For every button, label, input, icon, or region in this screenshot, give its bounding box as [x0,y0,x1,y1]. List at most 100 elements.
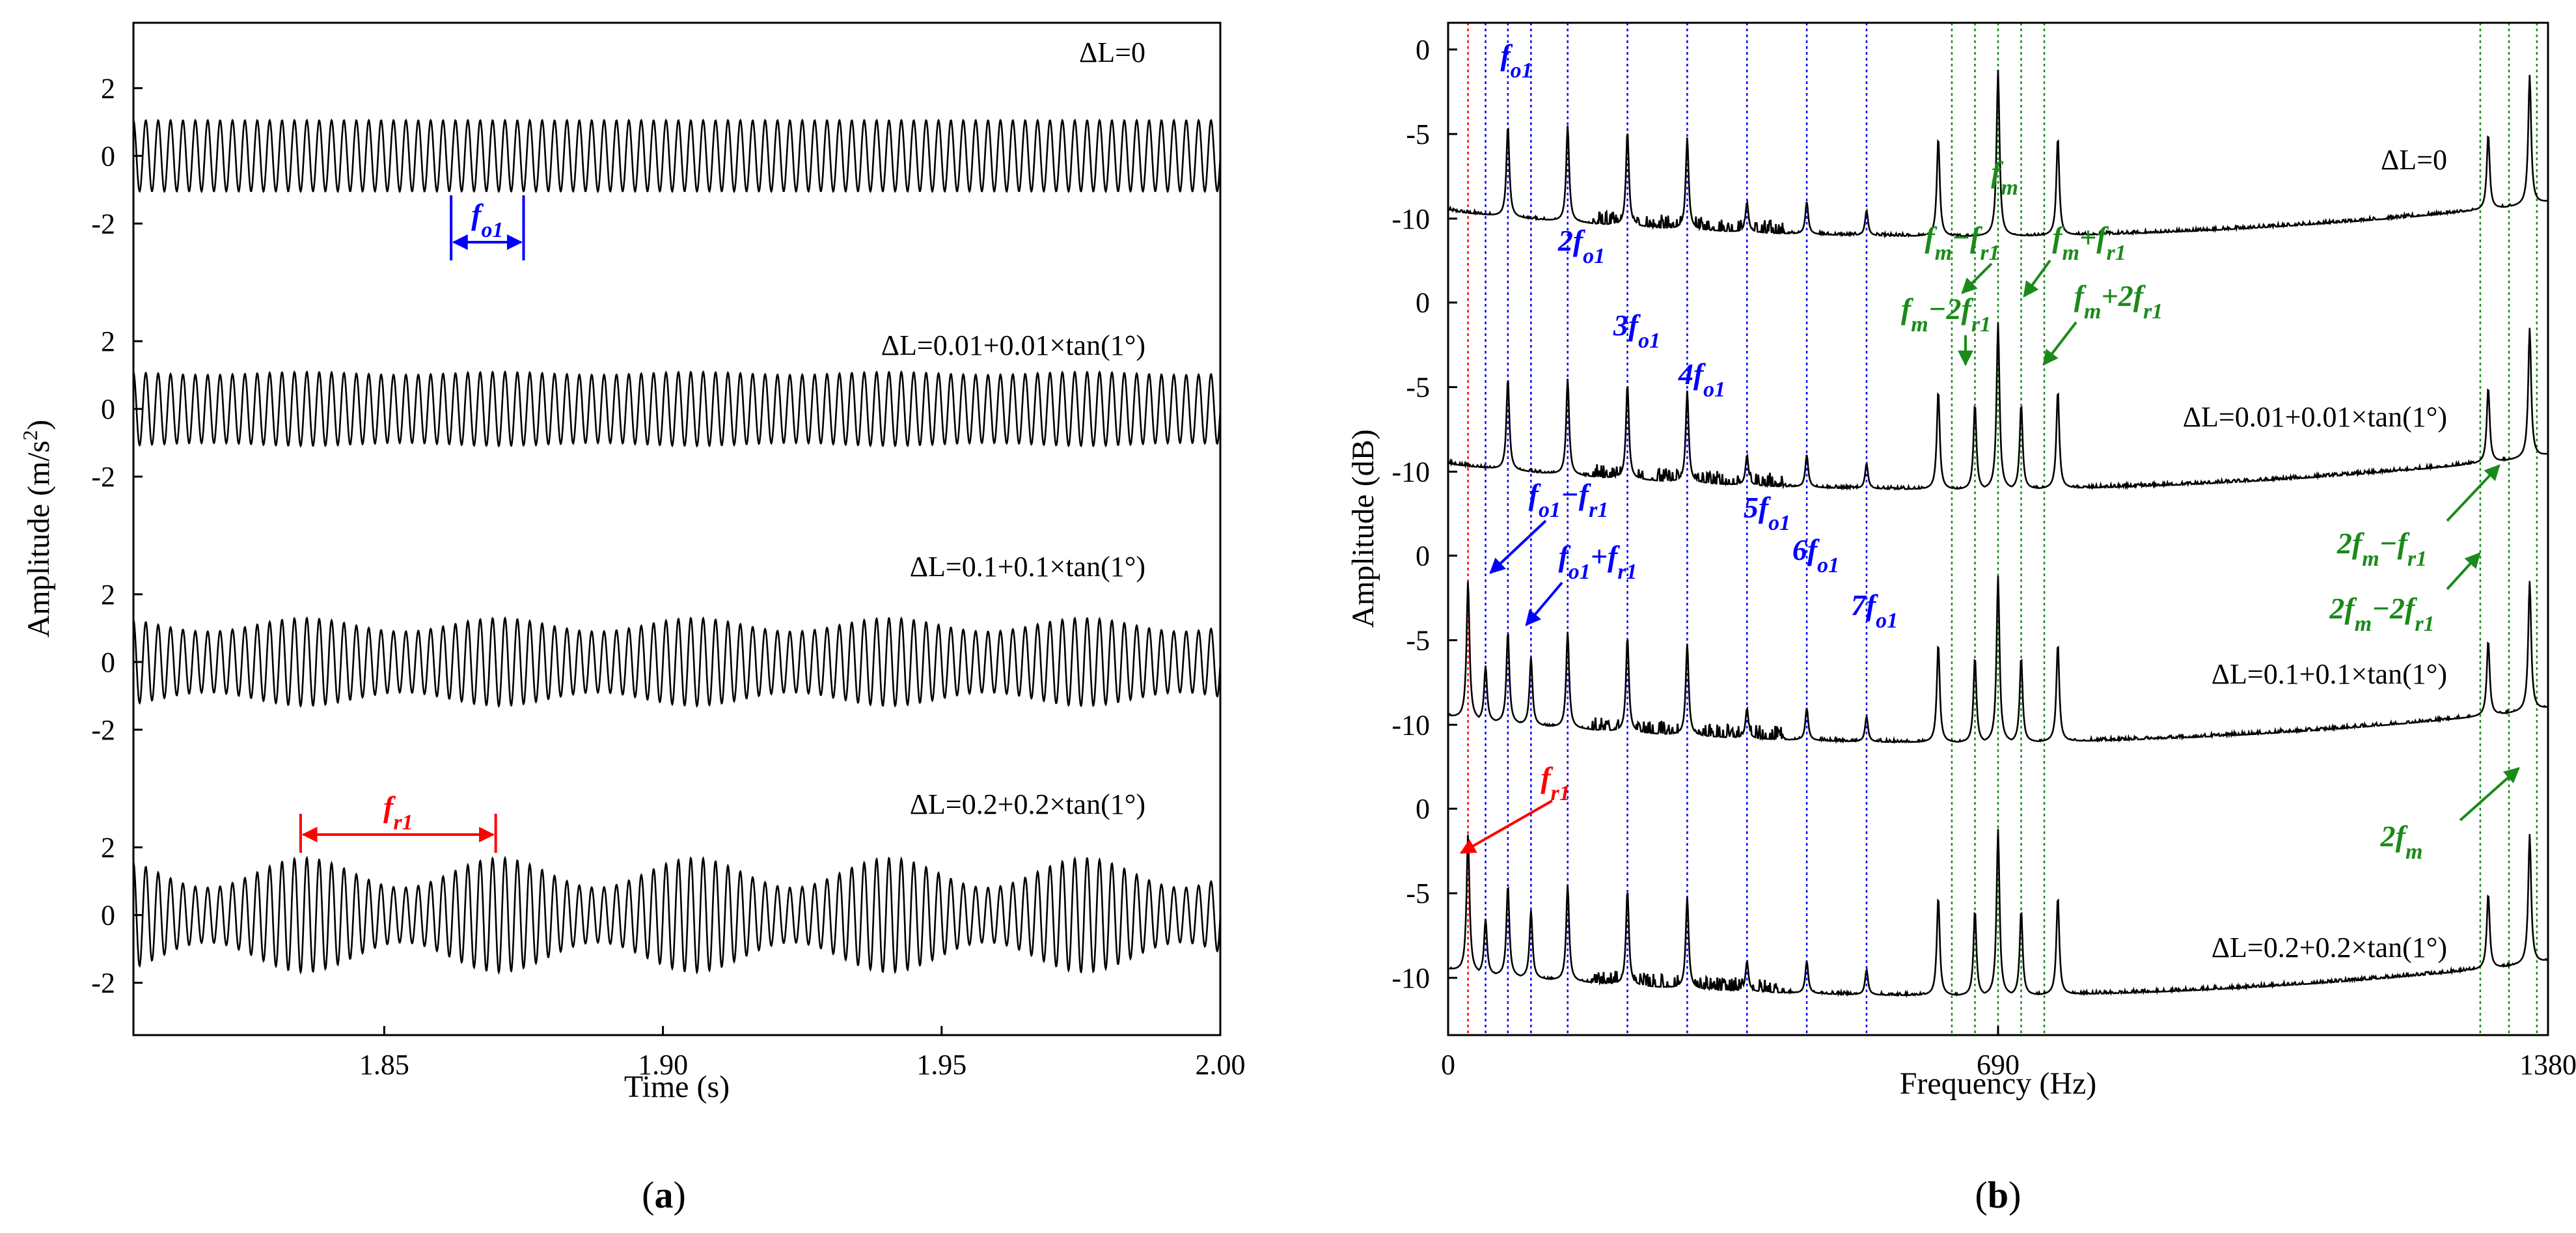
series-label: ΔL=0.2+0.2×tan(1°) [2212,932,2447,963]
green-annotation-arrow [2023,259,2051,298]
annotation-subscript: m [1911,312,1928,337]
annotation-subscript: m [2062,241,2079,265]
annotation-subscript: m [2001,176,2018,200]
annotation-operator: +f [2079,221,2109,254]
annotation-symbol: f [1759,491,1772,524]
panel-a-y-axes: 2 0 -2 2 0 -2 2 0 -2 2 0 -2 [91,72,143,999]
annotation-subscript: m [2084,299,2101,324]
waveform-trace [132,616,1222,708]
y-tick-label: 2 [101,579,115,611]
annotation-subscript-2: r1 [1971,312,1991,337]
y-tick-label: 0 [1416,34,1430,66]
annotation-subscript-2: r1 [1980,241,1999,265]
x-tick-label: 1380 [2519,1049,2576,1081]
annotation-prefix: 7 [1851,589,1867,622]
y-tick-label: -5 [1406,624,1430,656]
annotation-3fo1: 3fo1 [1613,309,1660,353]
y-tick-label: 0 [101,140,115,172]
series-label: ΔL=0.1+0.1×tan(1°) [910,551,1145,583]
y-tick-label: 0 [1416,793,1430,825]
x-tick-label: 1.85 [359,1049,409,1081]
annotation-fo1+fr1: fo1+fr1 [1558,540,1637,584]
annotation-prefix: 5 [1744,491,1759,524]
caption-a-letter: a [655,1174,674,1216]
fo1-label: fo1 [471,198,503,242]
annotation-symbol: f [2052,221,2065,254]
spectrum-trace [1447,575,2549,744]
annotation-5fo1: 5fo1 [1744,491,1790,535]
blue-annotation-arrow [1525,581,1563,626]
annotation-7fo1: 7fo1 [1851,589,1898,633]
annotation-subscript-2: r1 [2107,241,2126,265]
annotation-symbol: f [1807,533,1820,566]
annotation-operator: +f [1591,540,1621,573]
panel-b-marker-lines [1467,23,2538,1035]
series-label: ΔL=0.2+0.2×tan(1°) [910,788,1145,820]
annotation-prefix: 2 [2380,820,2396,853]
y-tick-label: -10 [1391,456,1430,488]
panel-a-x-axis: 1.85 1.90 1.95 2.00 [359,1026,1246,1081]
y-tick-label: 2 [101,832,115,864]
panel-b-frequency-annotations: fo12fo13fo14fo15fo16fo17fo1fo1−fr1fo1+fr… [1459,38,2520,864]
annotation-fm: fm [1991,156,2018,200]
y-tick-label: -5 [1406,878,1430,909]
y-tick-label: 2 [101,72,115,104]
annotation-prefix: 2 [1557,224,1573,257]
annotation-2fm-2fr1: 2fm−2fr1 [2329,592,2434,636]
annotation-subscript: o1 [1569,560,1591,584]
green-annotation-arrow [2446,464,2501,522]
y-tick-label: -10 [1391,709,1430,741]
annotation-subscript: o1 [1638,329,1660,353]
panel-b-x-axis-label: Frequency (Hz) [1900,1066,2097,1101]
spectrum-trace [1447,70,2549,239]
annotation-operator: −f [1561,478,1592,511]
annotation-symbol: f [2352,527,2365,560]
y-tick-label: 0 [1416,540,1430,572]
annotation-subscript-2: r1 [2415,612,2434,636]
annotation-operator: −2f [2372,592,2418,625]
y-tick-label: -2 [91,461,115,493]
y-tick-label: -5 [1406,372,1430,404]
annotation-subscript-2: r1 [2143,299,2163,324]
annotation-4fo1: 4fo1 [1678,357,1725,402]
waveform-trace [132,855,1222,975]
panel-b-caption: (b) [1975,1174,2021,1216]
y-tick-label: -2 [91,714,115,746]
annotation-2fo1: 2fo1 [1557,224,1605,268]
spectrum-trace [1447,322,2549,491]
annotation-subscript: o1 [1703,378,1725,402]
annotation-fo1: fo1 [1500,38,1532,83]
x-tick-label: 1.95 [916,1049,966,1081]
fr1-label: fr1 [383,790,413,835]
caption-b-open: ( [1975,1174,1988,1216]
annotation-fm+2fr1: fm+2fr1 [2074,279,2163,324]
annotation-symbol: f [1500,38,1513,72]
y-tick-label: 0 [1416,287,1430,319]
panel-b-y-axes: 0 -5 -10 0 -5 -10 0 -5 -10 0 -5 -10 [1391,33,1457,1029]
y-tick-label: -5 [1406,118,1430,150]
fr1-base: f [383,790,396,824]
caption-a-open: ( [642,1174,654,1216]
annotation-symbol: f [2344,592,2357,625]
annotation-symbol: f [1529,478,1542,511]
x-tick-label: 0 [1441,1049,1455,1081]
annotation-subscript: o1 [1511,59,1533,83]
annotation-symbol: f [1925,221,1938,254]
annotation-symbol: f [1573,224,1586,257]
x-tick-label: 2.00 [1196,1049,1246,1081]
annotation-fo1-fr1: fo1−fr1 [1529,478,1609,522]
fo1-sub: o1 [481,218,503,242]
annotation-prefix: 2 [2336,527,2352,560]
series-label: ΔL=0 [1079,36,1145,68]
blue-annotation-arrow [1489,520,1547,574]
fr1-sub: r1 [393,810,413,835]
annotation-prefix: 6 [1792,533,1807,566]
x-tick-label: 1.90 [638,1049,688,1081]
y-tick-label: 0 [101,646,115,678]
green-annotation-arrow [2459,767,2520,822]
green-annotation-arrow [2446,552,2481,590]
annotation-prefix: 3 [1613,309,1628,342]
series-label: ΔL=0.1+0.1×tan(1°) [2212,658,2447,690]
panel-b-x-axis: 0 690 1380 [1441,1026,2576,1081]
